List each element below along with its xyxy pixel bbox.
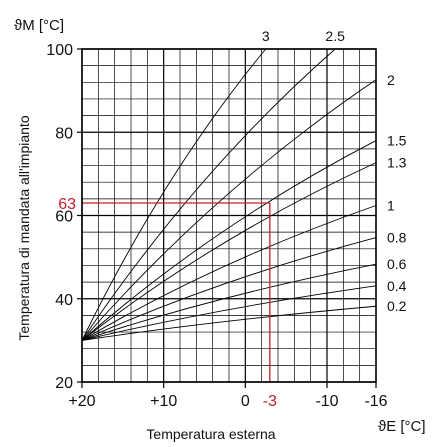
y-tick-label: 100 — [46, 42, 73, 59]
annotations: -3 63 — [58, 196, 277, 410]
curve-label-2: 2 — [387, 72, 395, 88]
y-axis-title-text: ϑM [°C] — [14, 17, 64, 34]
x-tick-label: 0 — [241, 393, 250, 410]
x-tick-label: +10 — [150, 393, 177, 410]
curve-label-0.8: 0.8 — [387, 230, 407, 246]
y-tick-label: 60 — [55, 209, 73, 226]
y-axis-label: Temperatura di mandata all'impianto — [16, 115, 32, 340]
curve-label-2.5: 2.5 — [325, 28, 345, 44]
y-tick-label: 20 — [55, 375, 73, 392]
ticks — [77, 48, 377, 388]
curve-label-1.3: 1.3 — [387, 155, 407, 171]
x-axis-label: Temperatura esterna — [146, 426, 275, 442]
annotation-x-label: -3 — [263, 393, 277, 410]
y-tick-label: 80 — [55, 125, 73, 142]
x-axis-title-text: ϑE [°C] — [378, 418, 426, 435]
curve-1 — [81, 205, 377, 341]
curve-label-0.4: 0.4 — [387, 278, 407, 294]
x-tick-label: -16 — [364, 393, 387, 410]
curve-label-1.5: 1.5 — [387, 133, 407, 149]
x-tick-label: +20 — [68, 393, 95, 410]
tick-labels: +20 +10 0 -10 -16 20 40 60 80 100 — [46, 42, 387, 410]
curve-label-0.6: 0.6 — [387, 256, 407, 272]
curve-3 — [81, 48, 267, 341]
curve-label-3: 3 — [262, 28, 270, 44]
curve-0.8 — [81, 237, 377, 341]
curve-2.5 — [81, 48, 336, 341]
annotation-y-label: 63 — [58, 196, 76, 213]
curve-0.2 — [81, 305, 377, 341]
curve-label-1: 1 — [387, 198, 395, 214]
curve-2 — [81, 79, 377, 341]
curve-1.3 — [81, 162, 377, 341]
x-axis-title: ϑE [°C] — [378, 418, 426, 435]
grid — [81, 48, 377, 383]
y-tick-label: 40 — [55, 292, 73, 309]
heating-curves: 0.2 0.4 0.6 0.8 1 1.3 1.5 2 2.5 3 — [81, 28, 407, 341]
curve-0.6 — [81, 263, 377, 341]
curve-0.4 — [81, 285, 377, 341]
x-tick-label: -10 — [315, 393, 338, 410]
curve-label-0.2: 0.2 — [387, 298, 407, 314]
curve-1.5 — [81, 140, 377, 341]
y-axis-title: ϑM [°C] — [14, 17, 64, 34]
